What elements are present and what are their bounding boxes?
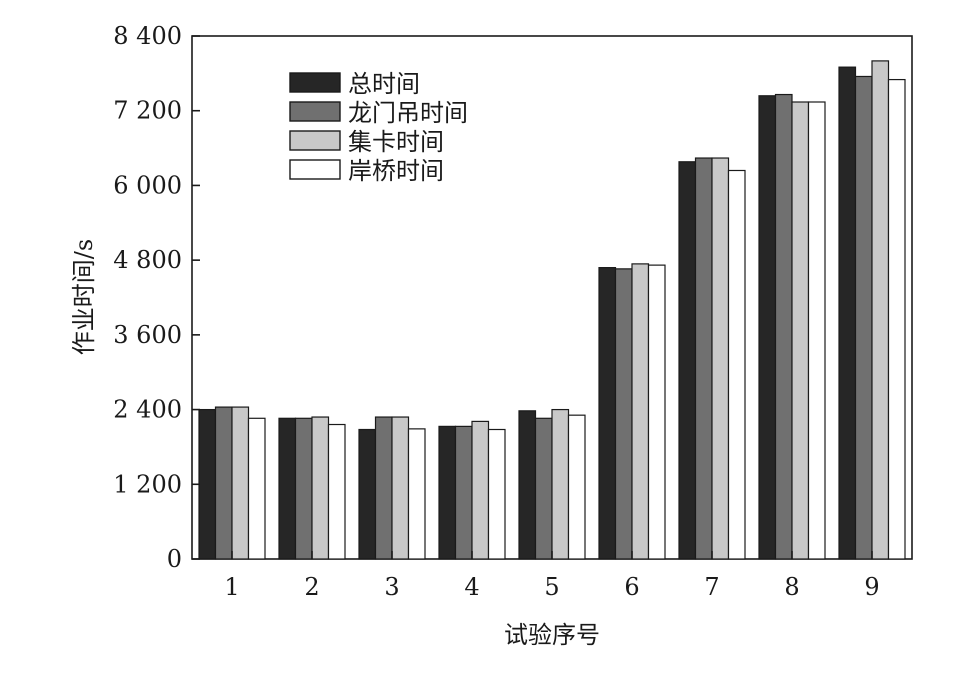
y-axis-title: 作业时间/s bbox=[70, 239, 98, 355]
legend-swatch-4 bbox=[289, 159, 341, 180]
bar-3-4 bbox=[471, 420, 490, 560]
bar-4-9 bbox=[887, 78, 906, 560]
bar-4-2 bbox=[327, 423, 346, 560]
bar-1-7 bbox=[678, 161, 697, 560]
legend-swatch-2 bbox=[289, 101, 341, 122]
x-axis-title: 试验序号 bbox=[504, 621, 600, 649]
legend-swatch-3 bbox=[289, 130, 341, 151]
bar-4-8 bbox=[807, 101, 826, 560]
bar-1-9 bbox=[838, 66, 857, 560]
y-tick-label: 4 800 bbox=[113, 246, 182, 274]
legend-label-3: 集卡时间 bbox=[348, 128, 444, 156]
bar-1-3 bbox=[358, 428, 377, 560]
x-tick-label: 3 bbox=[384, 573, 399, 601]
bar-3-5 bbox=[551, 408, 570, 560]
y-tick-label: 0 bbox=[167, 545, 182, 573]
bar-2-2 bbox=[294, 417, 313, 560]
x-tick-label: 1 bbox=[224, 573, 239, 601]
x-tick-label: 5 bbox=[544, 573, 559, 601]
legend-swatch-1 bbox=[289, 72, 341, 93]
y-tick-label: 1 200 bbox=[113, 470, 182, 498]
y-tick-label: 7 200 bbox=[113, 97, 182, 125]
bar-3-9 bbox=[871, 60, 890, 560]
x-tick-label: 6 bbox=[624, 573, 639, 601]
bar-1-6 bbox=[598, 267, 617, 560]
bar-4-3 bbox=[407, 428, 426, 560]
bar-4-7 bbox=[727, 169, 746, 560]
bar-3-1 bbox=[231, 406, 250, 560]
bar-3-7 bbox=[711, 157, 730, 560]
bar-2-3 bbox=[374, 416, 393, 560]
x-tick-label: 8 bbox=[784, 573, 799, 601]
bar-1-1 bbox=[198, 408, 217, 560]
y-tick-label: 3 600 bbox=[113, 321, 182, 349]
legend-label-2: 龙门吊时间 bbox=[348, 99, 468, 127]
bar-3-8 bbox=[791, 101, 810, 560]
legend-label-1: 总时间 bbox=[348, 70, 420, 98]
bar-1-5 bbox=[518, 410, 537, 560]
x-tick-label: 9 bbox=[864, 573, 879, 601]
bar-2-6 bbox=[614, 268, 633, 560]
y-tick-label: 8 400 bbox=[113, 22, 182, 50]
bar-2-4 bbox=[454, 425, 473, 560]
bar-4-6 bbox=[647, 264, 666, 560]
y-tick-label: 2 400 bbox=[113, 396, 182, 424]
x-tick-label: 4 bbox=[464, 573, 479, 601]
bar-3-2 bbox=[311, 416, 330, 560]
bar-4-1 bbox=[247, 417, 266, 560]
bar-2-5 bbox=[534, 417, 553, 560]
bar-2-1 bbox=[214, 406, 233, 560]
legend-label-4: 岸桥时间 bbox=[348, 157, 444, 185]
bar-1-2 bbox=[278, 417, 297, 560]
bars bbox=[198, 60, 906, 560]
x-axis: 1 2 3 4 5 6 7 8 9 bbox=[224, 551, 880, 601]
y-axis: 0 1 200 2 400 3 600 4 800 6 000 7 200 8 400 bbox=[113, 22, 200, 573]
bar-4-4 bbox=[487, 428, 506, 560]
x-tick-label: 7 bbox=[704, 573, 719, 601]
y-tick-label: 6 000 bbox=[113, 171, 182, 199]
bar-2-9 bbox=[854, 75, 873, 560]
bar-3-3 bbox=[391, 416, 410, 560]
bar-4-5 bbox=[567, 414, 586, 560]
bar-2-7 bbox=[694, 157, 713, 560]
bar-2-8 bbox=[774, 93, 793, 560]
bar-1-4 bbox=[438, 425, 457, 560]
x-tick-label: 2 bbox=[304, 573, 319, 601]
bar-1-8 bbox=[758, 95, 777, 560]
bar-3-6 bbox=[631, 263, 650, 560]
